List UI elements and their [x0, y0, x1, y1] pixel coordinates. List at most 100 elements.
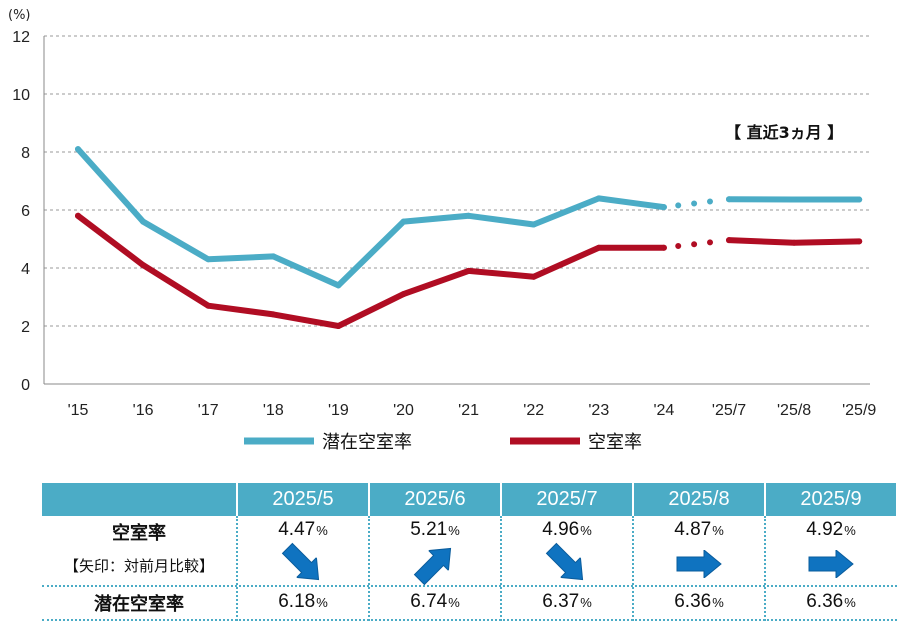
- data-point-series-1: [660, 244, 667, 251]
- potential-vacancy-rate-value: 6.36%: [634, 587, 764, 617]
- value-number: 6.36: [806, 591, 844, 612]
- series-lines: [75, 146, 863, 329]
- value-number: 4.47: [278, 519, 316, 540]
- potential-vacancy-rate-value: 6.74%: [370, 587, 500, 617]
- table-divider-vertical: [368, 516, 370, 621]
- data-point-series-1: [205, 302, 212, 309]
- x-tick-label: '17: [198, 402, 219, 419]
- table-divider-vertical: [236, 516, 238, 621]
- row-label-arrow-legend: 【矢印：対前月比較】: [63, 556, 214, 575]
- value-number: 4.92: [806, 519, 844, 540]
- x-tick-label: '25/9: [842, 402, 876, 419]
- table-divider-bottom: [42, 619, 897, 621]
- vacancy-rate-value: 4.47%: [238, 515, 368, 545]
- trend-arrow-icon-up: [370, 541, 500, 587]
- vacancy-rate-value: 5.21%: [370, 515, 500, 545]
- series-line-0-dotted-gap: [675, 197, 719, 209]
- value-unit: %: [844, 522, 856, 538]
- y-tick-label: 8: [21, 145, 30, 162]
- value-number: 5.21: [410, 519, 448, 540]
- legend-label-vacancy: 空室率: [588, 432, 642, 453]
- data-point-series-0: [595, 195, 602, 202]
- data-point-series-1: [465, 267, 472, 274]
- data-point-series-0: [205, 256, 212, 263]
- x-tick-label: '20: [393, 402, 414, 419]
- value-number: 4.87: [674, 519, 712, 540]
- legend-label-potential: 潜在空室率: [322, 432, 412, 453]
- x-tick-label: '25/8: [777, 402, 811, 419]
- series-line-0-history: [75, 146, 667, 289]
- x-tick-label: '25/7: [712, 402, 746, 419]
- potential-vacancy-rate-value: 6.18%: [238, 587, 368, 617]
- data-point-series-0: [270, 253, 277, 260]
- trend-arrow-icon-flat: [634, 541, 764, 587]
- y-tick-label: 2: [21, 319, 30, 336]
- data-point-series-1: [270, 311, 277, 318]
- data-point-series-1: [335, 323, 342, 329]
- vacancy-rate-value: 4.87%: [634, 515, 764, 545]
- y-tick-label: 6: [21, 203, 30, 220]
- row-label-potential: 潜在空室率: [94, 594, 184, 615]
- data-point-series-0: [335, 282, 342, 289]
- value-unit: %: [316, 522, 328, 538]
- vacancy-rate-value: 4.96%: [502, 515, 632, 545]
- table-divider-vertical: [632, 516, 634, 621]
- x-tick-label: '18: [263, 402, 284, 419]
- x-tick-label: '16: [133, 402, 154, 419]
- table-header-month: 2025/9: [766, 483, 896, 516]
- data-point-series-1: [595, 244, 602, 251]
- x-tick-label: '23: [588, 402, 609, 419]
- series-line-1-history: [75, 212, 667, 329]
- y-unit-label: (%): [8, 8, 31, 23]
- value-unit: %: [580, 594, 592, 610]
- data-point-series-1: [856, 238, 863, 245]
- data-point-series-1: [400, 291, 407, 298]
- data-point-series-0: [140, 218, 147, 225]
- table-divider-vertical: [500, 516, 502, 621]
- table-header-blank: [42, 483, 236, 516]
- value-number: 6.36: [674, 591, 712, 612]
- trend-arrow-icon-down: [502, 541, 632, 587]
- data-point-series-0: [856, 196, 863, 203]
- data-point-series-0: [660, 204, 667, 211]
- data-point-series-0: [530, 221, 537, 228]
- value-unit: %: [316, 594, 328, 610]
- monthly-summary-table: 2025/5 2025/6 2025/7 2025/8 2025/9 空室率 【矢印：対前月…: [42, 483, 897, 621]
- data-point-series-0: [465, 212, 472, 219]
- data-point-series-1: [530, 273, 537, 280]
- grid-lines: [44, 35, 870, 385]
- value-number: 6.74: [410, 591, 448, 612]
- data-point-series-1: [726, 237, 732, 244]
- value-unit: %: [448, 594, 460, 610]
- value-unit: %: [712, 522, 724, 538]
- data-point-series-0: [726, 196, 732, 203]
- vacancy-rate-value: 4.92%: [766, 515, 896, 545]
- legend: 潜在空室率 空室率: [244, 432, 642, 453]
- x-tick-label: '24: [653, 402, 674, 419]
- potential-vacancy-rate-value: 6.36%: [766, 587, 896, 617]
- y-tick-label: 4: [21, 261, 30, 278]
- data-point-series-0: [75, 146, 81, 153]
- table-header-month: 2025/5: [238, 483, 368, 516]
- x-tick-label: '19: [328, 402, 349, 419]
- x-tick-label: '22: [523, 402, 544, 419]
- trend-arrow-icon-flat: [766, 541, 896, 587]
- data-point-series-0: [791, 196, 798, 203]
- value-number: 6.37: [542, 591, 580, 612]
- value-unit: %: [448, 522, 460, 538]
- data-point-series-1: [140, 262, 147, 269]
- table-header-month: 2025/6: [370, 483, 500, 516]
- value-unit: %: [712, 594, 724, 610]
- table-divider-horizontal: [42, 585, 897, 587]
- line-chart: 0 2 4 6 8 10 12 (%) '15 '16 '17 '18 '19 '20 '21 '22 '2…: [8, 8, 877, 453]
- recent-3-months-callout: 【 直近3ヵ月 】: [725, 123, 843, 142]
- trend-arrow-icon-down: [238, 541, 368, 587]
- x-tick-labels: '15 '16 '17 '18 '19 '20 '21 '22 '23 '24 '25/7 '25/8…: [68, 402, 877, 419]
- table-header-month: 2025/7: [502, 483, 632, 516]
- x-tick-label: '21: [458, 402, 479, 419]
- data-point-series-1: [791, 239, 798, 246]
- data-point-series-1: [75, 212, 81, 219]
- potential-vacancy-rate-value: 6.37%: [502, 587, 632, 617]
- row-label-vacancy: 空室率: [112, 523, 166, 544]
- y-tick-label: 0: [21, 377, 30, 394]
